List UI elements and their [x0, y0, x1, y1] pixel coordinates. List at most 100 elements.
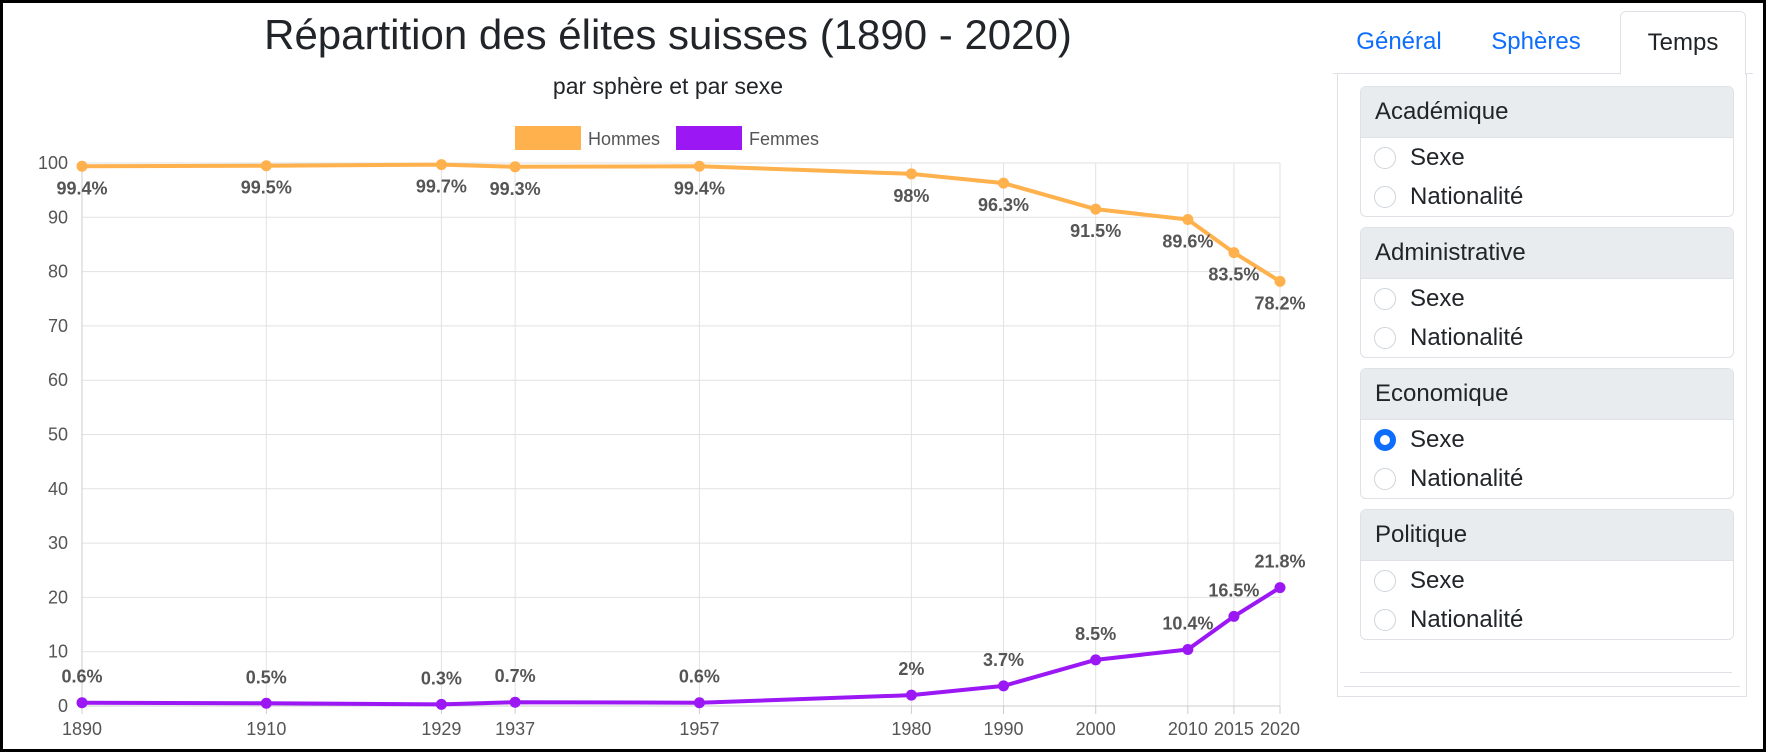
option-sexe[interactable]: Sexe	[1361, 279, 1733, 318]
divider	[1360, 672, 1732, 673]
x-tick-label: 1980	[891, 719, 931, 739]
radio-button[interactable]	[1374, 185, 1396, 208]
y-tick-label: 20	[48, 587, 68, 607]
y-tick-label: 50	[48, 425, 68, 445]
x-tick-label: 1929	[421, 719, 461, 739]
option-nationalite[interactable]: Nationalité	[1361, 600, 1733, 639]
data-label: 99.4%	[674, 178, 725, 198]
data-label: 91.5%	[1070, 221, 1121, 241]
tab-divider	[1333, 73, 1753, 74]
data-point	[1090, 203, 1102, 215]
line-chart: 0 10 20 30 40 50 60 70 80 90 100 1890 1910 1929 1937 19…	[38, 126, 1306, 739]
data-point	[435, 159, 447, 171]
chart-title: Répartition des élites suisses (1890 - 2…	[264, 11, 1072, 58]
option-label: Sexe	[1410, 425, 1465, 453]
tab-panel-temps: Académique Sexe Nationalité Administrati…	[1337, 74, 1747, 697]
data-label: 89.6%	[1162, 231, 1213, 251]
data-label: 0.6%	[61, 667, 102, 687]
option-sexe[interactable]: Sexe	[1361, 138, 1733, 177]
data-label: 99.3%	[490, 179, 541, 199]
y-tick-label: 70	[48, 316, 68, 336]
x-tick-label: 2020	[1260, 719, 1300, 739]
data-point	[435, 698, 447, 710]
chart-area: Répartition des élites suisses (1890 - 2…	[3, 3, 1323, 749]
radio-button[interactable]	[1374, 326, 1396, 349]
card-administrative: Administrative Sexe Nationalité	[1360, 227, 1734, 358]
option-sexe[interactable]: Sexe	[1361, 420, 1733, 459]
side-panel: Général Sphères Temps Académique Sexe Na…	[1333, 11, 1753, 701]
data-point	[509, 696, 521, 708]
y-tick-label: 40	[48, 479, 68, 499]
data-point	[509, 161, 521, 173]
data-label: 99.5%	[241, 178, 292, 198]
data-point	[1182, 644, 1194, 656]
data-label: 3.7%	[983, 650, 1024, 670]
tab-spheres[interactable]: Sphères	[1491, 28, 1581, 55]
tab-temps[interactable]: Temps	[1620, 11, 1746, 75]
data-point	[76, 697, 88, 709]
data-point	[1090, 654, 1102, 666]
option-sexe[interactable]: Sexe	[1361, 561, 1733, 600]
x-tick-label: 2000	[1076, 719, 1116, 739]
y-tick-label: 90	[48, 207, 68, 227]
option-label: Nationalité	[1410, 464, 1524, 492]
legend-swatch	[515, 126, 581, 150]
data-label: 0.5%	[246, 667, 287, 687]
option-nationalite[interactable]: Nationalité	[1361, 177, 1733, 216]
card-header: Académique	[1361, 87, 1733, 138]
legend-swatch	[676, 126, 742, 150]
data-point	[905, 168, 917, 180]
legend-label: Hommes	[588, 129, 660, 149]
option-label: Sexe	[1410, 566, 1465, 594]
data-label: 99.4%	[56, 178, 107, 198]
data-label: 16.5%	[1208, 580, 1259, 600]
y-tick-label: 80	[48, 262, 68, 282]
option-label: Sexe	[1410, 143, 1465, 171]
option-label: Nationalité	[1410, 605, 1524, 633]
tab-general[interactable]: Général	[1356, 28, 1442, 55]
y-tick-label: 10	[48, 642, 68, 662]
x-tick-label: 1910	[246, 719, 286, 739]
card-header: Administrative	[1361, 228, 1733, 279]
data-label: 10.4%	[1162, 614, 1213, 634]
data-point	[905, 689, 917, 701]
data-point	[998, 680, 1010, 692]
data-label: 96.3%	[978, 195, 1029, 215]
data-label: 98%	[893, 186, 929, 206]
radio-button-checked[interactable]	[1374, 428, 1396, 451]
option-nationalite[interactable]: Nationalité	[1361, 459, 1733, 498]
data-point	[1182, 213, 1194, 225]
card-academique: Académique Sexe Nationalité	[1360, 86, 1734, 217]
data-label: 78.2%	[1254, 293, 1305, 313]
data-point	[260, 697, 272, 709]
y-tick-label: 30	[48, 533, 68, 553]
option-nationalite[interactable]: Nationalité	[1361, 318, 1733, 357]
data-label: 21.8%	[1254, 552, 1305, 572]
data-label: 8.5%	[1075, 624, 1116, 644]
chart-subtitle: par sphère et par sexe	[552, 73, 784, 99]
y-tick-label: 0	[58, 696, 68, 716]
option-label: Nationalité	[1410, 323, 1524, 351]
data-point	[76, 160, 88, 172]
radio-button[interactable]	[1374, 569, 1396, 592]
data-point	[1274, 582, 1286, 594]
data-label: 2%	[898, 659, 924, 679]
radio-button[interactable]	[1374, 467, 1396, 490]
radio-button[interactable]	[1374, 146, 1396, 169]
data-point	[1228, 610, 1240, 622]
data-label: 0.7%	[495, 666, 536, 686]
card-header: Economique	[1361, 369, 1733, 420]
card-header: Politique	[1361, 510, 1733, 561]
divider	[1344, 686, 1740, 687]
radio-button[interactable]	[1374, 608, 1396, 631]
x-tick-label: 2010	[1168, 719, 1208, 739]
y-tick-label: 60	[48, 370, 68, 390]
card-politique: Politique Sexe Nationalité	[1360, 509, 1734, 640]
x-tick-label: 1990	[984, 719, 1024, 739]
data-label: 99.7%	[416, 177, 467, 197]
card-economique: Economique Sexe Nationalité	[1360, 368, 1734, 499]
radio-button[interactable]	[1374, 287, 1396, 310]
data-point	[1274, 275, 1286, 287]
tab-bar: Général Sphères Temps	[1333, 11, 1753, 75]
